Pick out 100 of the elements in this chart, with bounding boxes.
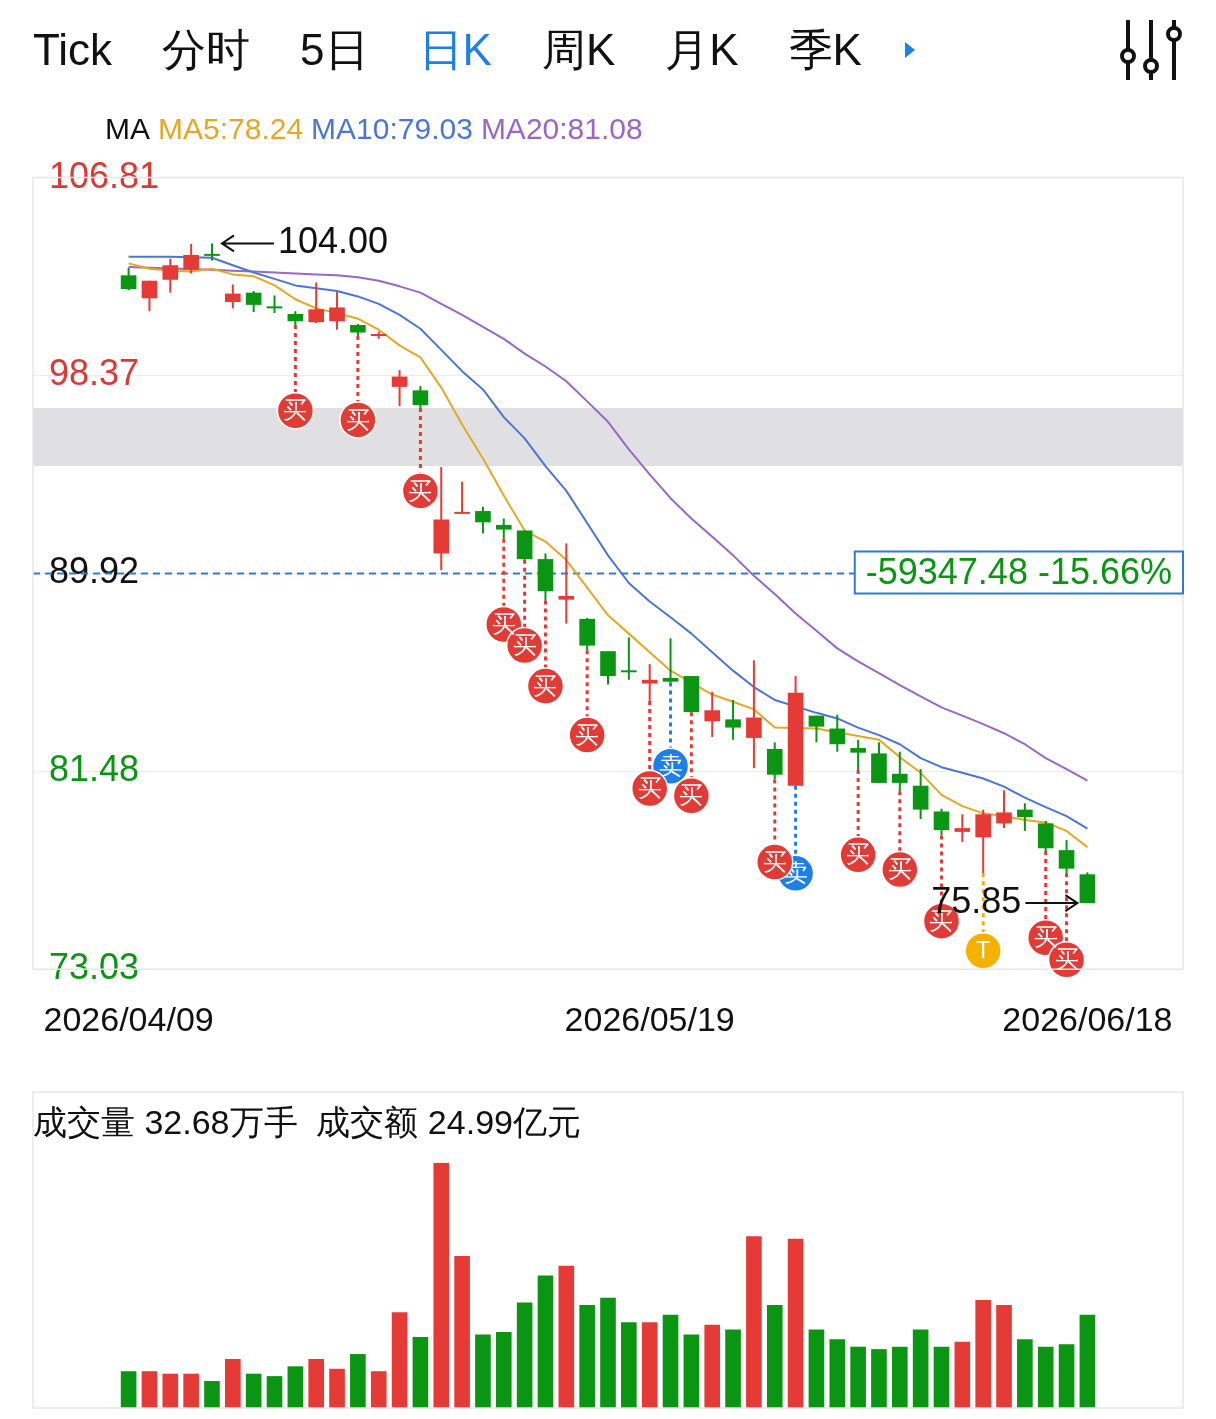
bar	[308, 1358, 325, 1408]
candlestick	[308, 281, 325, 325]
bar	[391, 1312, 408, 1408]
text: 季K	[788, 23, 862, 76]
candlestick	[225, 283, 241, 310]
text: MA20:81.08	[480, 112, 643, 146]
text: 买	[408, 476, 433, 504]
text: 买	[1033, 923, 1058, 951]
bar	[829, 1339, 846, 1408]
bar	[954, 1341, 971, 1408]
bar	[225, 1358, 241, 1408]
text: Tick	[33, 25, 113, 75]
bar	[412, 1336, 429, 1408]
candlestick	[746, 659, 762, 770]
text: 周K	[541, 23, 616, 76]
bar	[433, 1162, 450, 1408]
bar	[579, 1305, 595, 1408]
chart-title: 成交量 32.68万手 成交额 24.99亿元	[33, 1102, 581, 1141]
bar	[287, 1366, 304, 1408]
text: 买	[762, 847, 787, 875]
bar	[558, 1265, 575, 1408]
text: 买	[679, 781, 704, 809]
candlestick	[725, 698, 741, 741]
x-tick-label: 2026/04/09	[43, 999, 214, 1038]
text: MA5:78.24	[158, 112, 304, 146]
text: 5日	[300, 23, 369, 76]
x-tick-label: 2026/06/18	[1002, 999, 1173, 1038]
bar	[475, 1334, 491, 1408]
bar	[912, 1329, 929, 1408]
candlestick	[120, 266, 137, 292]
text: 买	[887, 855, 912, 883]
legend-title: MA	[105, 112, 150, 146]
y-tick-label: 81.48	[49, 748, 140, 790]
bar	[1017, 1339, 1033, 1408]
text: 买	[533, 671, 558, 699]
text: 买	[345, 405, 370, 433]
candlestick	[162, 257, 179, 294]
candlestick	[912, 768, 929, 820]
text: 分时	[162, 23, 251, 76]
bar	[516, 1302, 533, 1408]
bar	[996, 1305, 1012, 1408]
bar	[162, 1373, 179, 1408]
x-tick-label: 2026/05/19	[564, 999, 735, 1038]
bar	[766, 1305, 783, 1408]
candlestick	[621, 636, 637, 681]
bar	[141, 1371, 158, 1408]
candlestick	[141, 279, 158, 313]
bar	[746, 1236, 762, 1408]
bar	[350, 1354, 366, 1408]
candlestick	[204, 242, 220, 262]
series-label: 买	[637, 774, 662, 802]
text: 买	[491, 610, 516, 638]
bar	[662, 1314, 679, 1408]
text: 买	[846, 840, 871, 868]
series-label: T	[975, 936, 991, 964]
bar	[1079, 1314, 1096, 1408]
text: 日K	[418, 23, 492, 76]
candlestick	[808, 714, 825, 744]
y-tick-label: 98.37	[49, 352, 140, 394]
bar	[1058, 1344, 1075, 1408]
bar	[266, 1376, 283, 1408]
bar	[600, 1297, 616, 1408]
candlestick	[391, 369, 408, 408]
bar	[704, 1324, 721, 1408]
annotation: 104.00	[277, 220, 389, 262]
bar	[329, 1368, 345, 1408]
bar	[454, 1255, 470, 1408]
candlestick	[183, 242, 199, 275]
text: MA10:79.03	[311, 112, 473, 146]
candlestick	[454, 480, 470, 515]
y-tick-label: 73.03	[49, 946, 140, 988]
bar	[725, 1329, 741, 1408]
bar	[871, 1349, 887, 1408]
bar	[641, 1322, 658, 1408]
bar	[787, 1238, 804, 1408]
bar	[850, 1346, 866, 1408]
bar	[495, 1331, 512, 1408]
bar	[245, 1373, 262, 1408]
candlestick	[829, 713, 846, 753]
candlestick	[558, 542, 575, 625]
candlestick	[245, 290, 262, 314]
bar	[975, 1300, 991, 1408]
text: 买	[283, 396, 308, 424]
bar	[808, 1329, 825, 1408]
candlestick	[329, 290, 345, 331]
bar	[933, 1346, 950, 1408]
candlestick	[996, 789, 1012, 830]
y-tick-label: 89.92	[49, 550, 140, 592]
text: 月K	[665, 23, 739, 76]
annotation: -59347.48 -15.66%	[865, 551, 1173, 593]
bar	[370, 1371, 387, 1408]
text: 买	[575, 720, 600, 748]
candlestick	[954, 813, 971, 843]
bar	[1037, 1346, 1054, 1408]
candlestick	[1017, 802, 1033, 832]
candlestick	[704, 690, 721, 738]
bar	[621, 1322, 637, 1408]
y-tick-label: 106.81	[49, 154, 160, 196]
bar	[891, 1346, 908, 1408]
candlestick	[475, 505, 491, 535]
